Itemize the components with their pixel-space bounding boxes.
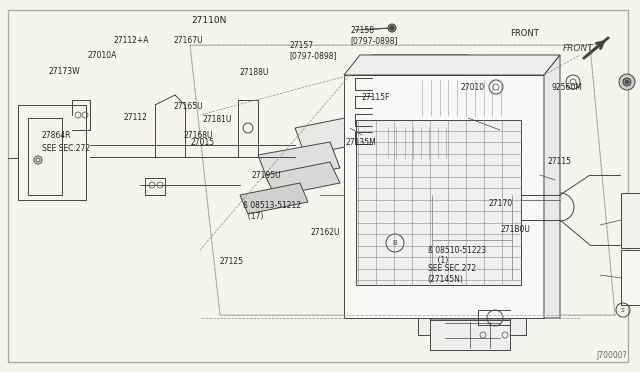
Text: 27112: 27112 — [124, 113, 147, 122]
Text: SEE SEC.272
(27145N): SEE SEC.272 (27145N) — [428, 264, 476, 284]
Text: 27125: 27125 — [219, 257, 243, 266]
Text: 27010: 27010 — [461, 83, 485, 92]
Polygon shape — [344, 55, 560, 75]
Bar — [372, 75, 468, 165]
Polygon shape — [422, 163, 540, 183]
Text: 27170: 27170 — [488, 199, 513, 208]
Text: FRONT: FRONT — [511, 29, 539, 38]
Bar — [418, 285, 526, 335]
Text: 27158
[0797-0898]: 27158 [0797-0898] — [351, 26, 398, 45]
Text: 27112+A: 27112+A — [113, 36, 149, 45]
Text: SEE SEC.272: SEE SEC.272 — [42, 144, 90, 153]
Text: 27115F: 27115F — [362, 93, 390, 102]
Polygon shape — [372, 55, 488, 75]
Text: 27195U: 27195U — [252, 171, 281, 180]
Circle shape — [625, 80, 628, 83]
Text: 27162U: 27162U — [311, 228, 340, 237]
Polygon shape — [385, 125, 455, 160]
Text: 27167U: 27167U — [174, 36, 204, 45]
Polygon shape — [295, 113, 380, 155]
Text: S: S — [621, 308, 625, 312]
Circle shape — [619, 74, 635, 90]
Text: 27173W: 27173W — [48, 67, 79, 76]
Text: 27168U: 27168U — [184, 131, 213, 140]
Text: 27181U: 27181U — [202, 115, 232, 124]
Polygon shape — [510, 58, 528, 118]
Polygon shape — [522, 163, 540, 285]
Polygon shape — [418, 270, 544, 285]
Polygon shape — [544, 55, 560, 318]
Text: 27188U: 27188U — [240, 68, 269, 77]
Polygon shape — [385, 110, 470, 125]
Text: FRONT: FRONT — [563, 44, 593, 52]
Bar — [356, 120, 521, 285]
Polygon shape — [258, 142, 340, 181]
Text: ß 08513-51212
  (17): ß 08513-51212 (17) — [243, 201, 301, 221]
Polygon shape — [265, 162, 340, 196]
Text: 27864R: 27864R — [42, 131, 71, 140]
Polygon shape — [430, 302, 524, 320]
Polygon shape — [468, 55, 488, 165]
Text: J70000?: J70000? — [596, 351, 627, 360]
Circle shape — [623, 78, 631, 86]
Text: 27010A: 27010A — [88, 51, 117, 60]
Bar — [621, 250, 640, 305]
Bar — [344, 75, 544, 318]
Bar — [422, 183, 522, 285]
Text: 27157
[0797-0898]: 27157 [0797-0898] — [289, 41, 337, 60]
Circle shape — [388, 24, 396, 32]
Text: 27165U: 27165U — [173, 102, 203, 110]
Circle shape — [390, 26, 394, 30]
Text: ß 08510-51223
    (1): ß 08510-51223 (1) — [428, 246, 486, 265]
Text: B: B — [392, 240, 397, 246]
Polygon shape — [418, 58, 528, 78]
Text: 27135M: 27135M — [346, 138, 376, 147]
Bar — [18, 105, 86, 200]
Polygon shape — [418, 78, 510, 118]
Bar — [621, 193, 640, 248]
Polygon shape — [455, 110, 470, 160]
Text: 27015: 27015 — [190, 138, 214, 147]
Bar — [430, 320, 510, 350]
Text: 92560M: 92560M — [552, 83, 582, 92]
Text: 27110N: 27110N — [192, 16, 227, 25]
Polygon shape — [240, 183, 308, 214]
Text: 27115: 27115 — [547, 157, 571, 166]
Text: 271B0U: 271B0U — [500, 225, 531, 234]
